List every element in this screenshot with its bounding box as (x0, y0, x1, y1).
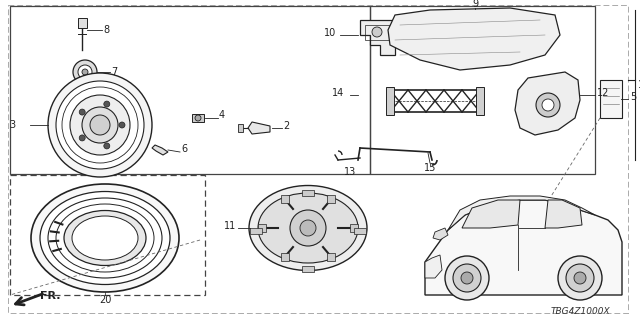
Text: 10: 10 (324, 28, 336, 38)
Text: 13: 13 (344, 167, 356, 177)
Polygon shape (433, 228, 448, 240)
Circle shape (73, 60, 97, 84)
Circle shape (372, 27, 382, 37)
Text: 11: 11 (224, 221, 236, 231)
Bar (10, 6, 370, 174)
Text: 1: 1 (638, 80, 640, 90)
Circle shape (453, 264, 481, 292)
Bar (354, 228, 366, 234)
Text: 15: 15 (424, 163, 436, 173)
Polygon shape (545, 200, 582, 228)
Polygon shape (360, 20, 395, 55)
Text: 3: 3 (9, 120, 15, 130)
Circle shape (195, 115, 201, 121)
Bar (327, 196, 335, 204)
Polygon shape (248, 122, 270, 134)
Bar (281, 252, 289, 260)
Bar (192, 114, 204, 122)
Polygon shape (448, 196, 595, 230)
Text: 8: 8 (103, 25, 109, 35)
Text: 14: 14 (332, 88, 344, 98)
Bar (476, 87, 484, 115)
Text: FR.: FR. (40, 291, 61, 301)
Bar (302, 266, 314, 272)
Circle shape (300, 220, 316, 236)
Bar (365, 25, 390, 40)
Circle shape (290, 210, 326, 246)
Circle shape (536, 93, 560, 117)
Text: 5: 5 (630, 92, 636, 102)
Circle shape (119, 122, 125, 128)
Polygon shape (388, 8, 560, 70)
Text: 6: 6 (181, 144, 187, 154)
Circle shape (70, 95, 130, 155)
Text: 20: 20 (99, 295, 111, 305)
Circle shape (104, 101, 110, 107)
Circle shape (90, 115, 110, 135)
Bar (350, 224, 358, 232)
Circle shape (62, 87, 138, 163)
Text: 7: 7 (111, 67, 117, 77)
Ellipse shape (72, 216, 138, 260)
Text: 4: 4 (219, 110, 225, 120)
Polygon shape (425, 255, 442, 278)
Ellipse shape (249, 186, 367, 270)
Ellipse shape (258, 193, 358, 263)
Text: 9: 9 (472, 0, 478, 9)
Circle shape (82, 107, 118, 143)
Circle shape (574, 272, 586, 284)
Polygon shape (462, 200, 520, 228)
Circle shape (104, 143, 110, 149)
Bar (238, 124, 243, 132)
Bar (281, 196, 289, 204)
Ellipse shape (56, 204, 154, 272)
Circle shape (566, 264, 594, 292)
Bar (302, 190, 314, 196)
Circle shape (461, 272, 473, 284)
Ellipse shape (48, 198, 162, 278)
Circle shape (48, 73, 152, 177)
Bar (10, 175, 205, 295)
Bar (78, 18, 87, 28)
Ellipse shape (31, 184, 179, 292)
Circle shape (542, 99, 554, 111)
Circle shape (445, 256, 489, 300)
Bar (250, 228, 262, 234)
Polygon shape (425, 200, 622, 295)
Circle shape (56, 81, 144, 169)
Text: TBG4Z1000X: TBG4Z1000X (550, 308, 610, 316)
Bar (600, 80, 622, 118)
Circle shape (82, 69, 88, 75)
Polygon shape (152, 145, 168, 155)
Bar (386, 87, 394, 115)
Ellipse shape (64, 211, 146, 266)
Text: 12: 12 (597, 88, 609, 98)
Bar (327, 252, 335, 260)
Circle shape (79, 109, 85, 115)
Bar (370, 6, 595, 174)
Circle shape (78, 65, 92, 79)
Circle shape (79, 135, 85, 141)
Text: 2: 2 (283, 121, 289, 131)
Ellipse shape (40, 191, 170, 284)
Bar (258, 224, 266, 232)
Circle shape (558, 256, 602, 300)
Polygon shape (515, 72, 580, 135)
